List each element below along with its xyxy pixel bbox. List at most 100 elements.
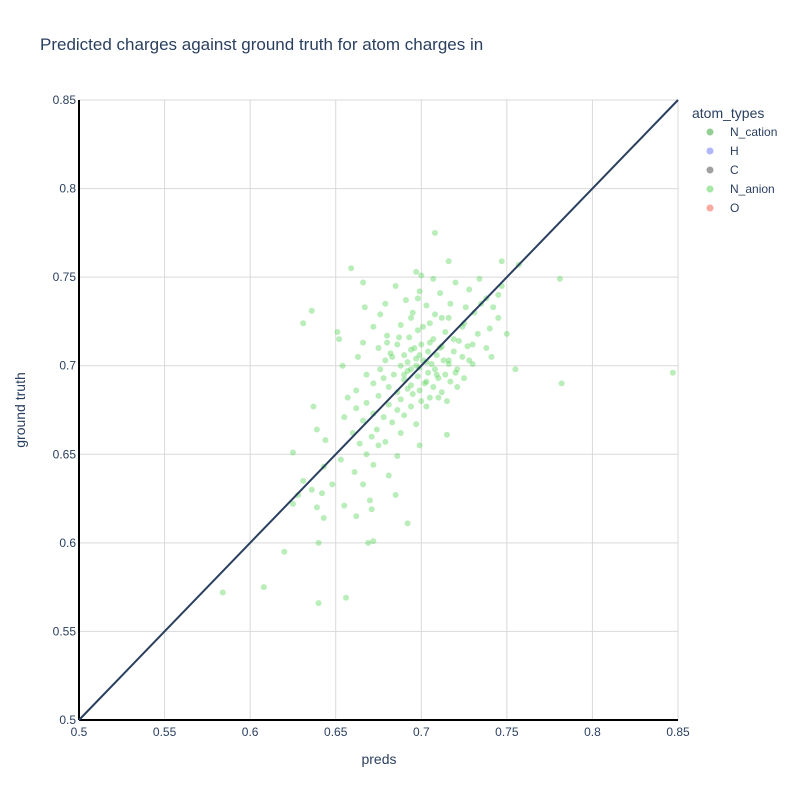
data-point-n-anion — [408, 366, 415, 373]
data-point-n-anion — [402, 297, 409, 304]
data-point-n-anion — [342, 594, 349, 601]
data-point-n-anion — [404, 359, 411, 366]
data-point-n-anion — [370, 538, 377, 545]
data-point-n-anion — [356, 440, 363, 447]
data-point-n-anion — [397, 396, 404, 403]
data-point-n-anion — [373, 426, 380, 433]
legend-items[interactable]: N_cation HC N_anion O — [706, 125, 778, 215]
data-point-n-anion — [219, 589, 226, 596]
data-point-n-anion — [413, 421, 420, 428]
data-point-n-anion — [313, 504, 320, 511]
data-point-n-anion — [385, 401, 392, 408]
data-point-n-anion — [397, 430, 404, 437]
legend-item-n-anion[interactable]: N_anion — [706, 182, 775, 196]
data-point-n-anion — [336, 336, 343, 343]
data-point-n-anion — [414, 295, 421, 302]
data-point-n-anion — [490, 304, 497, 311]
data-point-n-anion — [442, 329, 449, 336]
data-point-n-anion — [313, 426, 320, 433]
data-points — [219, 229, 676, 607]
data-point-n-anion — [341, 414, 348, 421]
data-point-n-anion — [363, 451, 370, 458]
data-point-n-anion — [320, 515, 327, 522]
legend-marker — [706, 147, 714, 155]
data-point-n-anion — [353, 387, 360, 394]
data-point-n-anion — [447, 378, 454, 385]
data-point-n-anion — [365, 539, 372, 546]
data-point-n-anion — [404, 385, 411, 392]
legend-marker — [706, 204, 714, 212]
legend-label: N_anion — [730, 182, 775, 196]
data-point-n-anion — [464, 343, 471, 350]
data-point-n-anion — [361, 304, 368, 311]
data-point-n-anion — [387, 350, 394, 357]
data-point-n-anion — [421, 380, 428, 387]
data-point-n-anion — [404, 368, 411, 375]
data-point-n-anion — [384, 332, 391, 339]
data-point-n-anion — [459, 353, 466, 360]
data-point-n-anion — [310, 403, 317, 410]
data-point-n-anion — [408, 346, 415, 353]
reference-line — [78, 99, 679, 721]
data-point-n-anion — [431, 366, 438, 373]
data-point-n-anion — [418, 341, 425, 348]
data-point-n-anion — [370, 380, 377, 387]
legend-item-n-cation[interactable]: N_cation — [706, 125, 778, 139]
data-point-n-anion — [377, 366, 384, 373]
data-point-n-anion — [389, 353, 396, 360]
data-point-n-anion — [329, 481, 336, 488]
legend-item-h[interactable]: H — [706, 144, 739, 158]
y-tick-label: 0.55 — [53, 624, 77, 638]
y-tick-label: 0.65 — [53, 447, 77, 461]
data-point-n-anion — [360, 481, 367, 488]
data-point-n-anion — [382, 300, 389, 307]
data-point-n-anion — [409, 309, 416, 316]
legend-marker — [706, 185, 714, 193]
data-point-n-anion — [380, 414, 387, 421]
data-point-n-anion — [454, 366, 461, 373]
data-point-n-anion — [469, 360, 476, 367]
data-point-n-anion — [442, 371, 449, 378]
data-point-n-anion — [437, 290, 444, 297]
data-point-n-anion — [394, 407, 401, 413]
legend-label: O — [730, 201, 739, 215]
data-point-n-anion — [382, 357, 389, 364]
data-point-n-anion — [461, 375, 468, 382]
y-tick-label: 0.85 — [53, 93, 77, 107]
y-axis-title: ground truth — [12, 372, 28, 448]
data-point-n-anion — [495, 314, 502, 321]
data-point-n-anion — [469, 341, 476, 348]
data-point-n-anion — [408, 314, 415, 321]
data-point-n-anion — [341, 502, 348, 509]
data-point-n-anion — [443, 398, 450, 405]
data-point-n-anion — [308, 307, 315, 314]
data-point-n-anion — [416, 442, 423, 449]
data-point-n-anion — [431, 311, 438, 318]
data-point-n-anion — [438, 389, 445, 396]
data-point-n-anion — [260, 584, 267, 591]
data-point-n-anion — [397, 321, 404, 328]
data-point-n-anion — [339, 362, 346, 369]
legend-item-c[interactable]: C — [706, 163, 740, 177]
data-point-n-anion — [476, 275, 483, 282]
y-tick-label: 0.5 — [59, 713, 76, 727]
legend[interactable]: atom_types N_cation HC N_anion O — [692, 105, 777, 215]
data-point-n-anion — [425, 369, 432, 376]
data-point-n-anion — [445, 258, 452, 265]
data-point-n-anion — [447, 300, 454, 307]
y-tick-label: 0.6 — [59, 536, 76, 550]
data-point-n-anion — [426, 339, 433, 346]
data-point-n-anion — [411, 345, 418, 351]
grid — [79, 99, 679, 720]
data-point-n-anion — [431, 229, 438, 236]
x-tick-labels: 0.5 0.55 0.6 0.65 0.7 0.75 0.8 0.85 — [71, 725, 690, 739]
data-point-n-anion — [413, 355, 420, 362]
chart-title: Predicted charges against ground truth f… — [40, 35, 483, 54]
x-tick-label: 0.6 — [242, 725, 259, 739]
data-point-n-anion — [450, 336, 457, 343]
data-point-n-anion — [426, 394, 433, 401]
data-point-n-anion — [308, 486, 315, 493]
data-point-n-anion — [486, 325, 493, 332]
legend-item-o[interactable]: O — [706, 201, 740, 215]
